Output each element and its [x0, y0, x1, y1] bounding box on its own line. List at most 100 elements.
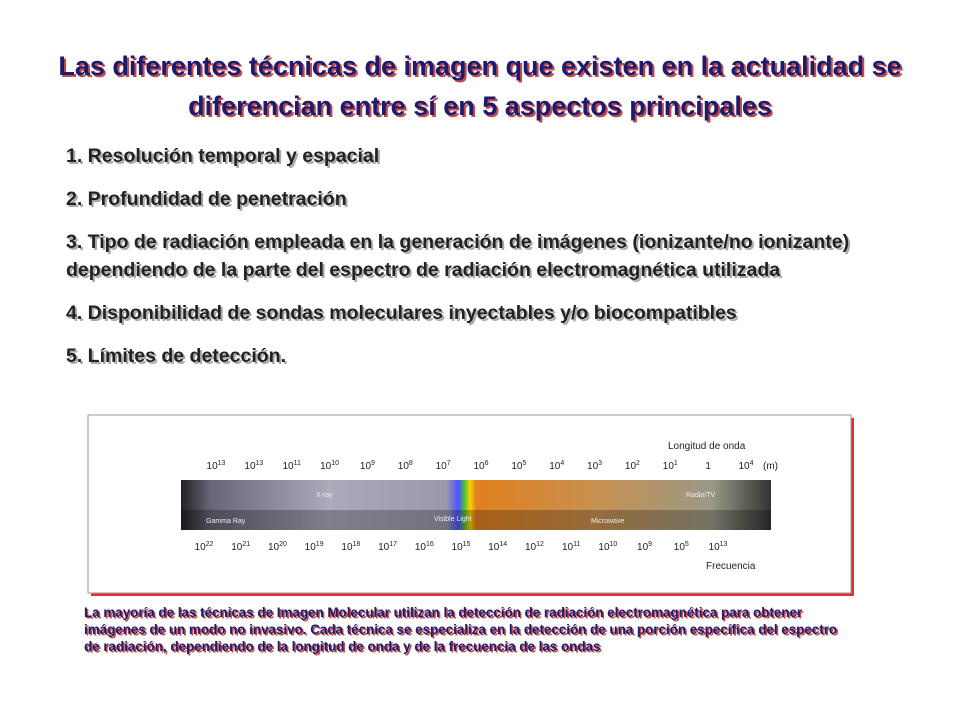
tick-base: 10 — [268, 542, 280, 553]
wavelength-tick: 1011 — [283, 460, 301, 472]
tick-base: 10 — [598, 542, 610, 553]
tick-exponent: 10 — [610, 541, 618, 548]
tick-base: 10 — [525, 542, 537, 553]
tick-exponent: 11 — [573, 541, 580, 548]
wavelength-tick: 104 — [549, 460, 564, 472]
frequency-title: Frecuencia — [706, 561, 756, 572]
tick-base: 10 — [207, 461, 219, 472]
tick-exponent: 9 — [371, 460, 375, 467]
slide-title: Las diferentes técnicas de imagen que ex… — [58, 51, 902, 121]
wavelength-tick: 107 — [436, 460, 451, 472]
tick-base: 1 — [705, 461, 711, 472]
wavelength-tick: 102 — [625, 460, 640, 472]
wavelength-tick: 101 — [663, 460, 678, 472]
tick-base: 10 — [231, 542, 243, 553]
tick-exponent: 6 — [485, 460, 489, 467]
tick-exponent: 2 — [636, 460, 640, 467]
tick-base: 10 — [320, 461, 332, 472]
frequency-tick: 1014 — [488, 541, 507, 553]
wavelength-tick: 1010 — [320, 460, 339, 472]
tick-base: 10 — [473, 461, 485, 472]
band-label: Microwave — [591, 518, 625, 525]
aspect-item: 4. Disponibilidad de sondas moleculares … — [66, 302, 737, 324]
frequency-tick: 1013 — [709, 541, 728, 553]
spectrum-band — [181, 480, 771, 530]
tick-exponent: 18 — [353, 541, 361, 548]
tick-base: 10 — [398, 461, 410, 472]
frequency-tick: 109 — [637, 541, 652, 553]
tick-base: 10 — [360, 461, 372, 472]
wavelength-tick: 104 — [738, 460, 753, 472]
tick-exponent: 4 — [560, 460, 564, 467]
tick-base: 10 — [549, 461, 561, 472]
aspect-item: 1. Resolución temporal y espacial — [66, 145, 380, 167]
tick-base: 10 — [709, 542, 721, 553]
tick-exponent: 12 — [536, 541, 544, 548]
tick-exponent: 15 — [463, 541, 471, 548]
tick-exponent: 13 — [218, 460, 226, 467]
band-label: X-ray — [316, 492, 333, 499]
tick-exponent: 14 — [499, 541, 507, 548]
tick-base: 10 — [738, 461, 750, 472]
tick-exponent: 4 — [750, 460, 754, 467]
tick-exponent: 13 — [720, 541, 728, 548]
frequency-tick: 1017 — [378, 541, 397, 553]
figure-labels: Longitud de onda (m) Frecuencia — [668, 441, 778, 572]
tick-base: 10 — [674, 542, 686, 553]
frequency-tick: 1011 — [562, 541, 580, 553]
aspect-item: 2. Profundidad de penetración — [66, 188, 347, 210]
frequency-tick: 1021 — [231, 541, 250, 553]
tick-base: 10 — [562, 542, 574, 553]
frequency-tick: 1020 — [268, 541, 287, 553]
frequency-tick: 1012 — [525, 541, 544, 553]
tick-base: 10 — [195, 542, 207, 553]
band-label: Radio/TV — [686, 492, 716, 499]
tick-base: 10 — [283, 461, 295, 472]
aspect-item: 5. Límites de detección. — [66, 345, 286, 367]
band-label: Visible Light — [434, 516, 472, 523]
tick-exponent: 8 — [409, 460, 413, 467]
frequency-tick: 1010 — [598, 541, 617, 553]
tick-exponent: 21 — [242, 541, 250, 548]
tick-base: 10 — [244, 461, 256, 472]
band-label: Gamma Ray — [206, 518, 246, 525]
tick-exponent: 19 — [316, 541, 324, 548]
frequency-tick: 1015 — [452, 541, 471, 553]
wavelength-unit: (m) — [763, 461, 778, 472]
wavelength-tick: 108 — [398, 460, 413, 472]
tick-exponent: 11 — [294, 460, 301, 467]
tick-exponent: 7 — [447, 460, 451, 467]
caption: La mayoría de las técnicas de Imagen Mol… — [84, 605, 838, 654]
frequency-tick: 1018 — [341, 541, 360, 553]
tick-base: 10 — [378, 542, 390, 553]
frequency-tick: 105 — [674, 541, 689, 553]
wavelength-tick: 1 — [705, 461, 711, 472]
spectrum-lower — [181, 510, 771, 530]
tick-exponent: 3 — [598, 460, 602, 467]
spectrum-figure: Longitud de onda (m) Frecuencia 1013 1013… — [87, 414, 854, 596]
tick-base: 10 — [488, 542, 500, 553]
tick-exponent: 17 — [389, 541, 397, 548]
wavelength-tick: 106 — [473, 460, 488, 472]
tick-exponent: 1 — [674, 460, 678, 467]
tick-exponent: 5 — [522, 460, 526, 467]
tick-base: 10 — [452, 542, 464, 553]
tick-exponent: 10 — [331, 460, 339, 467]
tick-exponent: 16 — [426, 541, 434, 548]
frequency-tick: 1019 — [305, 541, 324, 553]
frequency-tick: 1022 — [195, 541, 214, 553]
tick-base: 10 — [663, 461, 675, 472]
tick-exponent: 5 — [685, 541, 689, 548]
tick-base: 10 — [587, 461, 599, 472]
wavelength-tick: 105 — [511, 460, 526, 472]
wavelength-tick: 109 — [360, 460, 375, 472]
wavelength-tick: 1013 — [244, 460, 263, 472]
aspect-item: 3. Tipo de radiación empleada en la gene… — [66, 231, 850, 281]
tick-base: 10 — [436, 461, 448, 472]
tick-base: 10 — [305, 542, 317, 553]
tick-base: 10 — [625, 461, 637, 472]
wavelength-tick: 103 — [587, 460, 602, 472]
tick-exponent: 13 — [256, 460, 264, 467]
wavelength-tick: 1013 — [207, 460, 226, 472]
